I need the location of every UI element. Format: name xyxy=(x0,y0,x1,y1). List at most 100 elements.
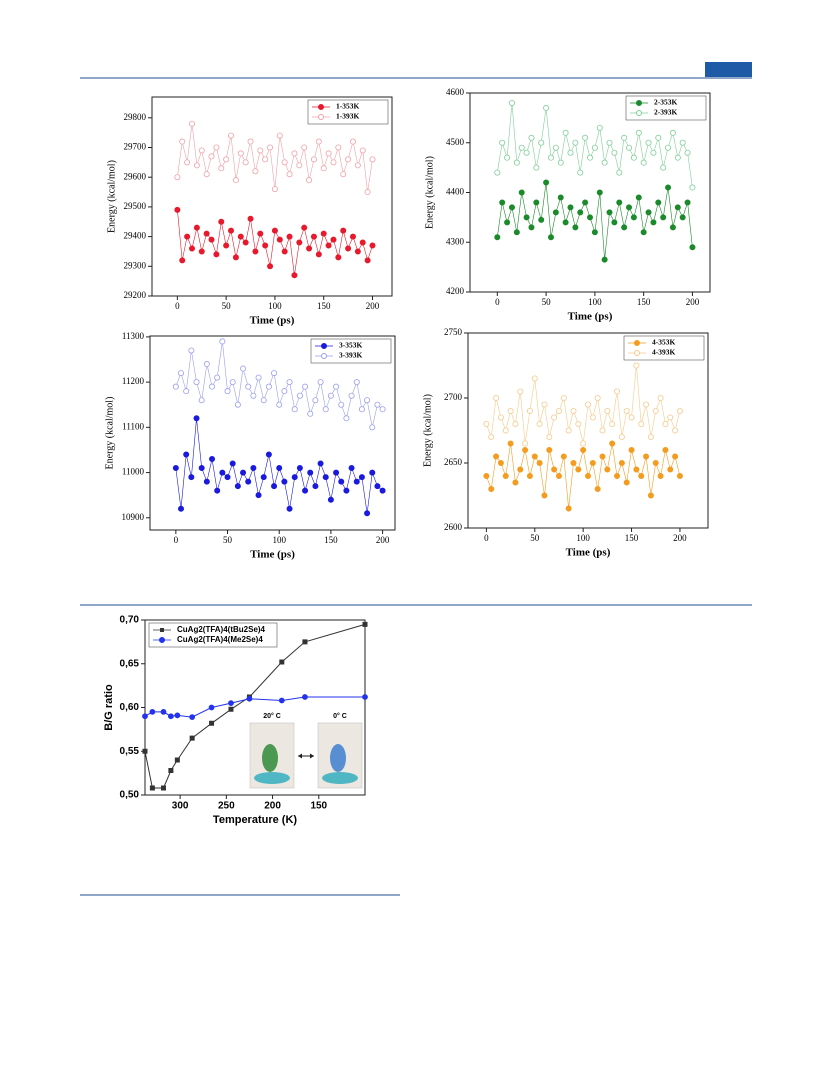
plot-frame xyxy=(149,335,396,531)
data-point xyxy=(633,466,640,473)
y-tick-label: 0,60 xyxy=(120,702,140,713)
legend-label: 1-393K xyxy=(336,112,359,121)
data-point xyxy=(178,505,185,512)
data-point xyxy=(223,156,230,163)
data-point xyxy=(330,159,337,166)
data-point xyxy=(353,478,360,485)
data-point xyxy=(335,254,342,261)
data-point xyxy=(330,236,337,243)
data-point xyxy=(219,469,226,476)
data-point xyxy=(349,138,356,145)
data-point xyxy=(565,505,572,512)
inset-arrowhead xyxy=(298,753,314,759)
series-line xyxy=(497,182,693,260)
data-point xyxy=(315,251,322,258)
data-point xyxy=(560,394,567,401)
data-point xyxy=(562,129,569,136)
data-point xyxy=(203,230,210,237)
data-point xyxy=(551,466,558,473)
data-point xyxy=(271,370,278,377)
legend-label: 2-393K xyxy=(654,108,677,117)
data-point xyxy=(255,374,262,381)
data-point xyxy=(667,466,674,473)
data-point xyxy=(174,712,181,719)
data-point xyxy=(228,227,235,234)
data-point xyxy=(560,453,567,460)
data-point xyxy=(555,472,562,479)
legend-label: 3-393K xyxy=(339,351,362,360)
data-point xyxy=(302,694,308,700)
data-point xyxy=(247,215,254,222)
y-tick-label: 4600 xyxy=(446,87,465,97)
x-tick-label: 50 xyxy=(222,301,232,311)
data-point xyxy=(213,144,220,151)
data-point xyxy=(359,239,366,246)
y-tick-label: 10900 xyxy=(122,512,145,522)
data-point xyxy=(178,370,185,377)
data-point xyxy=(674,204,681,211)
legend-marker xyxy=(321,353,327,359)
data-point xyxy=(572,224,579,231)
data-point xyxy=(518,144,525,151)
data-point xyxy=(189,714,196,721)
data-point xyxy=(547,234,554,241)
legend-label: 4-393K xyxy=(652,348,675,357)
data-point xyxy=(234,483,241,490)
chart: 29200 29300 29400 29500 29600 29700 29800 0 50 10… xyxy=(106,96,393,327)
y-tick-label: 29600 xyxy=(124,171,147,181)
y-tick-label: 2600 xyxy=(444,522,463,532)
data-point xyxy=(340,227,347,234)
data-point xyxy=(543,179,550,186)
data-point xyxy=(213,251,220,258)
y-tick-label: 2700 xyxy=(444,392,463,402)
data-point xyxy=(279,659,285,665)
data-point xyxy=(518,189,525,196)
data-point xyxy=(286,505,293,512)
x-tick-label: 200 xyxy=(376,535,390,545)
inset-crystals xyxy=(262,744,278,772)
data-point xyxy=(209,720,215,726)
data-point xyxy=(611,219,618,226)
data-point xyxy=(315,138,322,145)
data-point xyxy=(618,433,625,440)
legend-label: CuAg2(TFA)4(Me2Se)4 xyxy=(177,635,263,644)
data-point xyxy=(543,104,550,111)
data-point xyxy=(621,134,628,141)
data-point xyxy=(591,229,598,236)
data-point xyxy=(379,487,386,494)
data-point xyxy=(209,456,216,463)
data-point xyxy=(198,147,205,154)
data-point xyxy=(582,199,589,206)
data-point xyxy=(650,149,657,156)
x-tick-label: 50 xyxy=(223,535,233,545)
data-point xyxy=(517,466,524,473)
y-tick-label: 0,70 xyxy=(120,615,140,626)
legend-box xyxy=(623,335,705,361)
data-point xyxy=(672,453,679,460)
data-point xyxy=(278,697,285,704)
data-point xyxy=(267,144,274,151)
data-point xyxy=(358,406,365,413)
data-point xyxy=(353,379,360,386)
data-point xyxy=(635,194,642,201)
data-point xyxy=(512,420,519,427)
data-point xyxy=(271,227,278,234)
data-point xyxy=(630,214,637,221)
data-point xyxy=(594,485,601,492)
data-point xyxy=(296,162,303,169)
data-point xyxy=(676,472,683,479)
y-axis-label: Energy (kcal/mol) xyxy=(422,394,433,467)
data-point xyxy=(286,171,293,178)
data-point xyxy=(493,394,500,401)
series-line xyxy=(177,123,373,193)
data-point xyxy=(183,388,190,395)
data-point xyxy=(260,397,267,404)
data-point xyxy=(679,139,686,146)
y-tick-label: 29500 xyxy=(124,201,147,211)
y-tick-label: 4300 xyxy=(446,236,465,246)
data-point xyxy=(317,460,324,467)
y-tick-label: 29300 xyxy=(124,260,147,270)
data-point xyxy=(575,466,582,473)
data-point xyxy=(657,472,664,479)
y-axis-label: Energy (kcal/mol) xyxy=(106,160,117,233)
